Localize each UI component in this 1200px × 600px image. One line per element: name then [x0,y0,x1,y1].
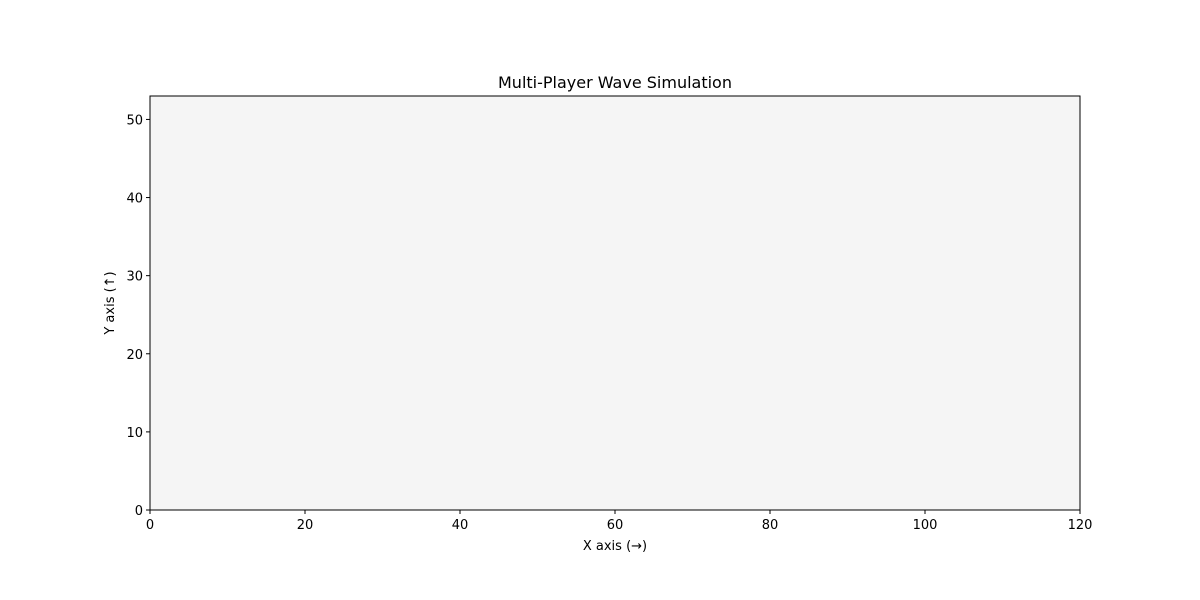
chart-title: Multi-Player Wave Simulation [498,73,732,92]
y-axis-label: Y axis (↑) [103,271,118,335]
y-tick-label: 40 [126,192,143,207]
y-tick-label: 50 [126,113,143,128]
x-tick-label: 20 [297,518,314,533]
x-axis-label: X axis (→) [583,539,647,554]
x-axis-ticks: 0 20 40 60 80 100 120 [146,510,1093,533]
x-tick-label: 100 [913,518,938,533]
x-tick-label: 40 [452,518,469,533]
x-tick-label: 0 [146,518,154,533]
plot-area [150,96,1080,510]
plot-frame [149,95,1081,511]
y-tick-label: 30 [126,270,143,285]
y-axis-ticks: 0 10 20 30 40 50 [126,113,150,519]
x-tick-label: 80 [762,518,779,533]
y-tick-label: 0 [135,504,143,519]
y-tick-label: 20 [126,348,143,363]
x-tick-label: 60 [607,518,624,533]
x-tick-label: 120 [1068,518,1093,533]
y-tick-label: 10 [126,426,143,441]
